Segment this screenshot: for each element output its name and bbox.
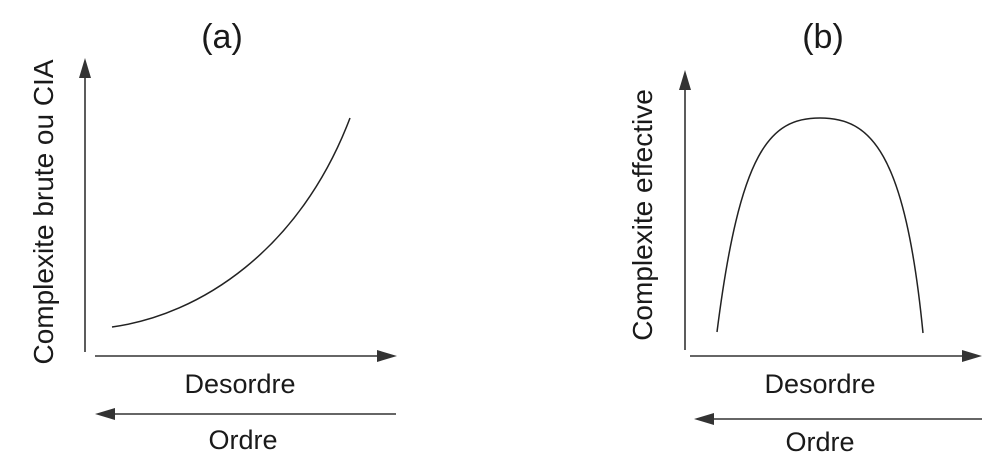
panel-a-y-axis-arrowhead <box>79 58 91 78</box>
panel-a-desordre-label: Desordre <box>184 369 295 399</box>
panel-a-y-axis-label: Complexite brute ou CIA <box>28 59 59 364</box>
panel-b: (b) Complexite effective Desordre Ordre <box>627 18 982 457</box>
panel-b-y-axis-arrowhead <box>679 70 691 90</box>
panel-a: (a) Complexite brute ou CIA Desordre Ord… <box>28 18 397 455</box>
panel-a-desordre-arrowhead <box>377 350 397 362</box>
panel-b-y-axis-label: Complexite effective <box>627 89 658 341</box>
panel-a-curve <box>111 117 351 328</box>
panel-b-desordre-label: Desordre <box>764 369 875 399</box>
panel-a-ordre-label: Ordre <box>208 425 277 455</box>
panel-a-label: (a) <box>201 18 243 56</box>
panel-b-ordre-label: Ordre <box>785 427 854 455</box>
panel-a-ordre-arrowhead <box>95 408 115 420</box>
panel-b-ordre-arrowhead <box>694 413 714 425</box>
panel-b-label: (b) <box>802 18 844 56</box>
panel-b-desordre-arrowhead <box>962 350 982 362</box>
panel-b-curve <box>716 117 924 334</box>
